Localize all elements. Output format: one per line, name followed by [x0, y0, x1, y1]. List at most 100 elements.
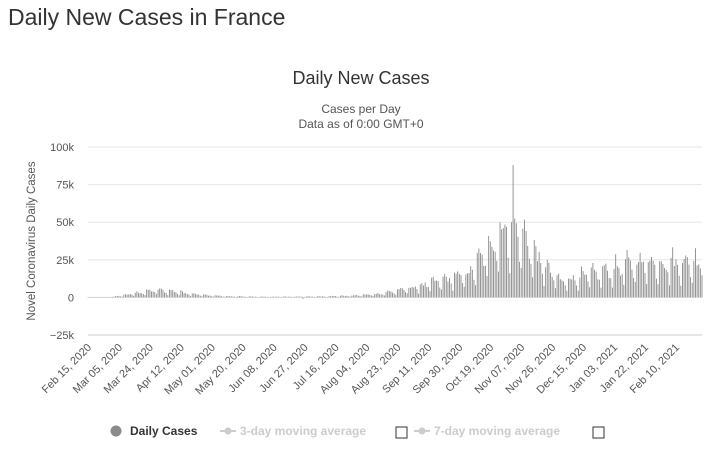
daily-cases-bar: [240, 296, 242, 298]
daily-cases-bar: [589, 287, 591, 298]
daily-cases-bar: [460, 275, 462, 298]
daily-cases-bar: [344, 296, 346, 298]
daily-cases-bar: [639, 252, 641, 298]
daily-cases-bar: [379, 294, 380, 298]
legend-item-7day-average[interactable]: 7-day moving average: [414, 424, 560, 438]
daily-cases-bar: [164, 292, 165, 298]
daily-cases-bar: [199, 295, 201, 298]
daily-cases-bar: [610, 278, 612, 298]
daily-cases-bar: [307, 296, 309, 298]
daily-cases-bar: [377, 293, 379, 298]
daily-cases-bar: [294, 296, 296, 298]
daily-cases-bar: [173, 291, 175, 298]
daily-cases-bar: [414, 286, 416, 298]
daily-cases-bar: [585, 274, 587, 298]
daily-cases-bar: [282, 296, 284, 298]
daily-cases-bar: [436, 280, 437, 298]
daily-cases-bar: [201, 296, 203, 298]
daily-cases-bar: [440, 289, 442, 298]
daily-cases-bar: [245, 296, 247, 298]
daily-cases-bar: [458, 273, 460, 298]
daily-cases-bar: [452, 290, 454, 298]
daily-cases-bar: [592, 263, 594, 298]
daily-cases-bar: [341, 295, 343, 298]
daily-cases-bar: [499, 222, 501, 298]
daily-cases-bar: [597, 279, 599, 298]
daily-cases-bar: [439, 287, 441, 298]
daily-cases-bar: [566, 290, 568, 298]
daily-cases-bar: [652, 260, 654, 298]
daily-cases-bar: [411, 286, 413, 298]
daily-cases-bar: [551, 276, 553, 298]
daily-cases-bar: [160, 288, 162, 298]
daily-cases-bar: [629, 260, 631, 298]
daily-cases-bar: [374, 294, 376, 298]
daily-cases-bar: [527, 245, 529, 298]
daily-cases-bar: [325, 296, 327, 298]
daily-cases-bar: [252, 296, 253, 298]
daily-cases-bar: [250, 296, 252, 298]
legend-7day-checkbox[interactable]: [592, 426, 605, 439]
legend-3day-checkbox[interactable]: [395, 426, 408, 439]
daily-cases-bar: [299, 296, 301, 298]
daily-cases-bar: [673, 265, 675, 298]
legend-item-3day-average[interactable]: 3-day moving average: [220, 424, 366, 438]
daily-cases-bar: [388, 291, 390, 298]
daily-cases-bar: [408, 287, 410, 298]
daily-cases-bar: [445, 276, 447, 298]
daily-cases-bar: [432, 276, 434, 298]
daily-cases-bar: [437, 281, 439, 298]
daily-cases-bar: [353, 295, 354, 298]
daily-cases-bar: [367, 294, 369, 298]
daily-cases-bar: [662, 264, 664, 298]
daily-cases-bar: [136, 291, 138, 298]
daily-cases-bar: [693, 260, 695, 298]
daily-cases-bar: [356, 294, 358, 298]
daily-cases-bar: [491, 246, 493, 298]
daily-cases-bar: [159, 288, 161, 298]
daily-cases-bar: [222, 296, 224, 298]
daily-cases-bar: [278, 296, 279, 298]
daily-cases-bar: [133, 295, 135, 298]
daily-cases-bar: [553, 280, 555, 298]
daily-cases-bar: [206, 294, 208, 298]
daily-cases-bar: [351, 295, 353, 298]
daily-cases-bar: [690, 277, 692, 298]
daily-cases-bar: [260, 296, 262, 298]
daily-cases-bar: [628, 257, 630, 298]
daily-cases-bar: [369, 294, 371, 298]
daily-cases-bar: [558, 273, 560, 298]
daily-cases-bar: [577, 290, 579, 298]
daily-cases-bar: [520, 267, 522, 298]
daily-cases-bar: [509, 273, 511, 298]
daily-cases-bar: [416, 289, 418, 298]
daily-cases-bar: [204, 294, 206, 298]
daily-cases-bar: [564, 285, 566, 298]
daily-cases-bar: [396, 289, 398, 298]
legend-daily-cases-marker-icon: [110, 425, 122, 437]
daily-cases-bar: [154, 292, 156, 298]
daily-cases-bar: [488, 236, 490, 298]
legend-3day-marker-icon: [224, 427, 232, 435]
daily-cases-bar: [480, 253, 481, 298]
daily-cases-bar: [419, 284, 421, 298]
daily-cases-bar: [631, 269, 633, 298]
daily-cases-bar: [125, 294, 126, 298]
daily-cases-bar: [496, 260, 498, 298]
daily-cases-bar: [418, 293, 420, 298]
daily-cases-bar: [289, 296, 291, 298]
daily-cases-bar: [212, 296, 214, 298]
daily-cases-bar: [339, 295, 341, 298]
daily-cases-bar: [677, 264, 679, 298]
daily-cases-bar: [626, 249, 628, 298]
daily-cases-bar: [519, 261, 521, 298]
daily-cases-bar: [177, 293, 179, 298]
y-gridlines: [88, 146, 702, 336]
legend-item-daily-cases[interactable]: Daily Cases: [110, 424, 198, 438]
daily-cases-bar: [423, 285, 424, 298]
daily-cases-bar: [237, 296, 239, 298]
daily-cases-bar: [680, 285, 682, 298]
daily-cases-bar: [343, 295, 345, 298]
daily-cases-bar: [357, 295, 359, 298]
daily-cases-bar: [504, 224, 506, 298]
